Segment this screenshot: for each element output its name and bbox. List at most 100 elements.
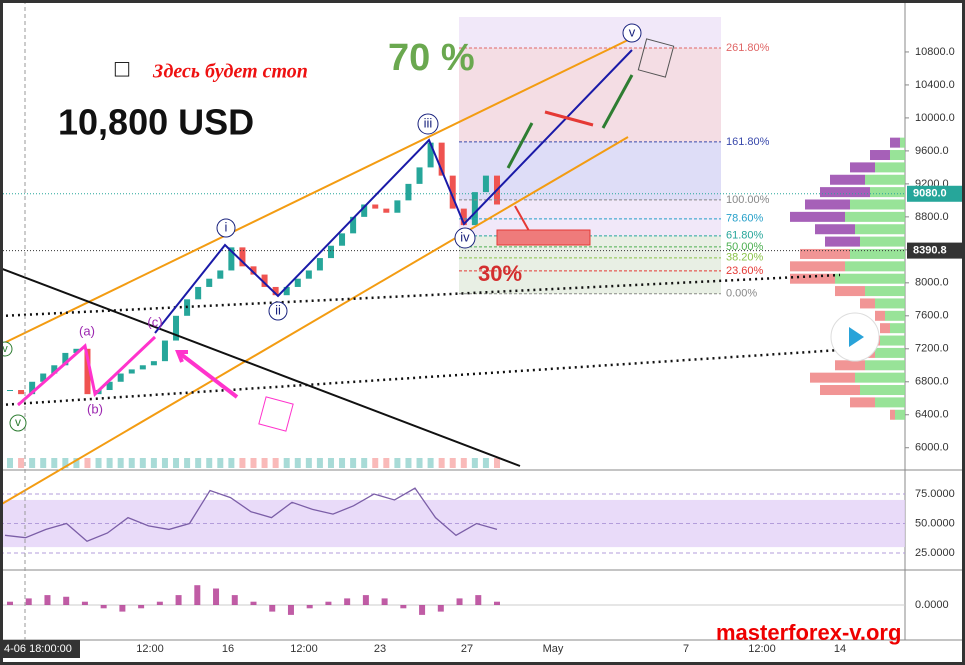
- fib-label: 50.00%: [726, 241, 764, 253]
- profile-buy: [880, 335, 905, 346]
- price-badge: [907, 185, 965, 202]
- macd-bar: [381, 598, 388, 605]
- profile-sell: [790, 211, 845, 222]
- volume: [18, 458, 25, 468]
- candle: [283, 286, 290, 296]
- volume: [106, 458, 113, 468]
- wave-circle: [216, 218, 236, 238]
- x-tick-label: May: [543, 643, 564, 655]
- stop-note: Здесь будет стоп: [152, 61, 308, 83]
- profile-buy: [860, 236, 905, 247]
- fib-label: 261.80%: [726, 42, 770, 54]
- rsi-tick-label: 50.0000: [915, 517, 955, 529]
- volume: [494, 458, 500, 468]
- cursor-label: 4-06 18:00:00: [4, 643, 72, 655]
- candle: [29, 381, 36, 395]
- y-tick-label: 9600.0: [915, 145, 949, 157]
- volume: [294, 458, 301, 468]
- volume: [250, 458, 257, 468]
- candle: [128, 369, 135, 374]
- candle: [195, 286, 202, 300]
- channel-line: [0, 39, 629, 346]
- profile-sell: [815, 224, 855, 235]
- volume: [239, 458, 246, 468]
- macd-bar: [81, 601, 88, 605]
- box-glyph: □: [115, 55, 130, 82]
- candle: [383, 208, 390, 213]
- x-tick-label: 23: [374, 643, 386, 655]
- x-tick-label: 27: [461, 643, 473, 655]
- profile-sell: [830, 174, 865, 185]
- macd-bar: [269, 605, 276, 612]
- macd-bar: [100, 605, 107, 609]
- profile-sell: [800, 248, 850, 259]
- box: [258, 396, 294, 432]
- profile-sell: [870, 150, 890, 161]
- volume: [361, 458, 368, 468]
- rsi-tick-label: 25.0000: [915, 547, 955, 559]
- cursor-badge: [0, 640, 80, 658]
- wave-label: (a): [79, 323, 95, 338]
- y-tick-label: 6400.0: [915, 409, 949, 421]
- profile-sell: [805, 199, 850, 210]
- candle: [106, 381, 113, 391]
- profile-buy: [865, 286, 905, 297]
- volume: [339, 458, 346, 468]
- fib-label: 61.80%: [726, 230, 764, 242]
- volume: [7, 458, 13, 468]
- price-badge-label: 8390.8: [913, 245, 947, 257]
- site: masterforex-v.org: [716, 620, 901, 645]
- macd-bar: [231, 595, 238, 605]
- candle: [438, 142, 445, 176]
- candle: [294, 278, 301, 287]
- wave-label: (c): [147, 314, 162, 329]
- rsi-tick-label: 75.0000: [915, 488, 955, 500]
- candle: [228, 247, 235, 271]
- x-tick-label: 12:00: [748, 643, 776, 655]
- candle: [84, 348, 91, 395]
- volume: [327, 458, 334, 468]
- wave-label: ii: [275, 302, 281, 317]
- wave-label: iv: [460, 229, 470, 244]
- wave-label: v: [15, 415, 21, 429]
- macd-bar: [250, 601, 257, 605]
- profile-buy: [860, 385, 905, 396]
- profile-sell: [890, 137, 900, 148]
- macd-bar: [362, 595, 369, 605]
- macd-bar: [494, 601, 500, 605]
- macd-tick-label: 0.0000: [915, 599, 949, 611]
- volume: [383, 458, 390, 468]
- volume: [427, 458, 434, 468]
- stop-box: [496, 229, 591, 246]
- price-badge-label: 9080.0: [913, 188, 947, 200]
- wave-label: iii: [424, 115, 433, 130]
- candle: [261, 274, 268, 287]
- wave-circle: [622, 23, 642, 43]
- fib-label: 0.00%: [726, 288, 757, 300]
- wave-labels: i ii iii iv v (a) (b) (c) v v: [0, 23, 642, 432]
- candle: [449, 175, 456, 209]
- volume: [305, 458, 312, 468]
- profile-buy: [875, 397, 905, 408]
- volume: [29, 458, 36, 468]
- volume: [350, 458, 357, 468]
- profile-buy: [845, 261, 905, 272]
- wave-circle: [9, 414, 27, 432]
- fib-label: 23.60%: [726, 265, 764, 277]
- profile-sell: [860, 298, 875, 309]
- profile-sell: [875, 310, 885, 321]
- y-tick-label: 6000.0: [915, 442, 949, 454]
- candle: [139, 365, 146, 370]
- profile-sell: [835, 360, 865, 371]
- y-tick-label: 10400.0: [915, 79, 955, 91]
- volume: [372, 458, 379, 468]
- profile-buy: [885, 310, 905, 321]
- profile-buy: [875, 347, 905, 358]
- y-tick-label: 8800.0: [915, 211, 949, 223]
- macd-bar: [44, 595, 51, 605]
- macd-bar: [63, 596, 70, 605]
- target-note: 10,800 USD: [58, 102, 254, 143]
- macd-bar: [25, 598, 32, 605]
- profile-buy: [845, 211, 905, 222]
- candle: [217, 270, 224, 279]
